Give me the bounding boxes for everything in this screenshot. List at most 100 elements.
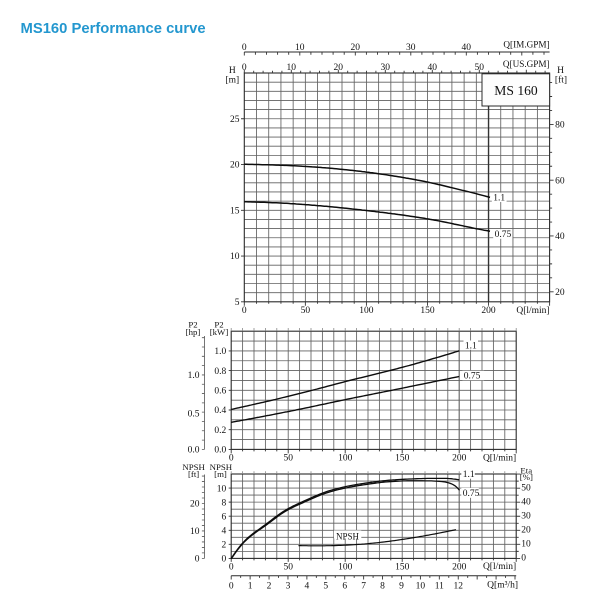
svg-text:[kW]: [kW] bbox=[210, 327, 229, 337]
svg-text:0.8: 0.8 bbox=[214, 367, 226, 377]
svg-text:11: 11 bbox=[435, 582, 444, 592]
svg-text:6: 6 bbox=[221, 512, 226, 522]
svg-text:H: H bbox=[557, 66, 564, 76]
svg-text:0.75: 0.75 bbox=[464, 372, 481, 382]
svg-text:Eta: Eta bbox=[520, 465, 532, 475]
svg-text:1.1: 1.1 bbox=[463, 470, 475, 480]
svg-text:0: 0 bbox=[221, 555, 226, 565]
svg-text:Q[l/min]: Q[l/min] bbox=[483, 562, 516, 572]
svg-text:8: 8 bbox=[380, 582, 385, 592]
svg-text:10: 10 bbox=[190, 527, 200, 537]
svg-text:100: 100 bbox=[359, 306, 374, 316]
svg-text:6: 6 bbox=[342, 582, 347, 592]
svg-text:0.0: 0.0 bbox=[188, 446, 200, 456]
svg-text:200: 200 bbox=[481, 306, 496, 316]
svg-text:0: 0 bbox=[242, 63, 247, 73]
svg-text:80: 80 bbox=[555, 121, 565, 131]
svg-text:5: 5 bbox=[235, 298, 240, 308]
svg-text:200: 200 bbox=[452, 563, 467, 573]
svg-text:0.75: 0.75 bbox=[463, 489, 480, 499]
svg-text:7: 7 bbox=[361, 582, 366, 592]
svg-text:[ft]: [ft] bbox=[188, 469, 199, 479]
svg-text:Q[IM.GPM]: Q[IM.GPM] bbox=[503, 40, 549, 50]
svg-text:4: 4 bbox=[221, 526, 226, 536]
svg-text:P2: P2 bbox=[214, 320, 223, 330]
svg-text:0: 0 bbox=[521, 554, 526, 564]
svg-text:40: 40 bbox=[521, 497, 531, 507]
svg-text:3: 3 bbox=[286, 582, 291, 592]
svg-text:30: 30 bbox=[521, 511, 531, 521]
svg-text:10: 10 bbox=[416, 582, 426, 592]
svg-text:0: 0 bbox=[229, 582, 234, 592]
svg-text:0.0: 0.0 bbox=[214, 446, 226, 456]
svg-text:0: 0 bbox=[229, 563, 234, 573]
svg-text:20: 20 bbox=[334, 63, 344, 73]
svg-text:20: 20 bbox=[555, 288, 565, 298]
svg-text:20: 20 bbox=[230, 161, 240, 171]
svg-text:50: 50 bbox=[283, 454, 293, 464]
svg-text:1: 1 bbox=[248, 582, 253, 592]
svg-text:10: 10 bbox=[230, 252, 240, 262]
svg-text:0.75: 0.75 bbox=[495, 230, 512, 240]
svg-text:5: 5 bbox=[323, 582, 328, 592]
svg-text:40: 40 bbox=[428, 63, 438, 73]
svg-text:150: 150 bbox=[420, 306, 435, 316]
svg-text:[m]: [m] bbox=[225, 76, 239, 86]
svg-text:150: 150 bbox=[395, 563, 410, 573]
svg-text:[ft]: [ft] bbox=[555, 75, 567, 86]
svg-text:200: 200 bbox=[452, 454, 467, 464]
svg-text:Q[m³/h]: Q[m³/h] bbox=[487, 581, 518, 591]
svg-text:P2: P2 bbox=[188, 320, 197, 330]
svg-text:Q[US.GPM]: Q[US.GPM] bbox=[503, 59, 550, 69]
svg-text:8: 8 bbox=[221, 498, 226, 508]
svg-text:2: 2 bbox=[267, 582, 272, 592]
svg-text:50: 50 bbox=[521, 483, 531, 493]
svg-text:1.0: 1.0 bbox=[214, 347, 226, 357]
svg-text:2: 2 bbox=[221, 541, 226, 551]
svg-text:0.4: 0.4 bbox=[214, 406, 226, 416]
svg-text:0: 0 bbox=[242, 43, 247, 53]
svg-text:50: 50 bbox=[283, 563, 293, 573]
svg-text:[%]: [%] bbox=[520, 472, 533, 482]
svg-text:0: 0 bbox=[229, 454, 234, 464]
svg-text:4: 4 bbox=[305, 582, 310, 592]
svg-text:0.6: 0.6 bbox=[214, 387, 226, 397]
svg-text:150: 150 bbox=[395, 454, 410, 464]
svg-text:60: 60 bbox=[555, 176, 565, 186]
svg-text:H: H bbox=[229, 66, 236, 76]
svg-text:1.0: 1.0 bbox=[188, 371, 200, 381]
svg-text:1.1: 1.1 bbox=[493, 193, 505, 203]
svg-text:[hp]: [hp] bbox=[186, 327, 201, 337]
svg-text:0: 0 bbox=[242, 306, 247, 316]
svg-text:12: 12 bbox=[453, 582, 463, 592]
svg-text:9: 9 bbox=[399, 582, 404, 592]
svg-text:1.1: 1.1 bbox=[465, 341, 477, 351]
svg-text:40: 40 bbox=[555, 232, 565, 242]
svg-text:MS 160: MS 160 bbox=[494, 83, 538, 98]
svg-text:50: 50 bbox=[301, 306, 311, 316]
svg-text:0.5: 0.5 bbox=[188, 410, 200, 420]
svg-text:10: 10 bbox=[521, 540, 531, 550]
svg-text:MS160 Performance curve: MS160 Performance curve bbox=[21, 21, 206, 37]
svg-text:50: 50 bbox=[475, 63, 485, 73]
svg-text:100: 100 bbox=[338, 454, 353, 464]
svg-text:Q[l/min]: Q[l/min] bbox=[516, 306, 549, 316]
svg-text:15: 15 bbox=[230, 206, 240, 216]
svg-text:0: 0 bbox=[195, 555, 200, 565]
svg-text:[m]: [m] bbox=[214, 469, 227, 479]
svg-text:100: 100 bbox=[338, 563, 353, 573]
svg-text:25: 25 bbox=[230, 115, 240, 125]
svg-text:20: 20 bbox=[351, 43, 361, 53]
svg-text:0.2: 0.2 bbox=[214, 426, 226, 436]
svg-text:10: 10 bbox=[217, 484, 227, 494]
svg-text:30: 30 bbox=[381, 63, 391, 73]
svg-text:10: 10 bbox=[295, 43, 305, 53]
svg-text:40: 40 bbox=[462, 43, 472, 53]
svg-text:30: 30 bbox=[406, 43, 416, 53]
svg-text:NPSH: NPSH bbox=[336, 532, 360, 542]
svg-text:20: 20 bbox=[190, 500, 200, 510]
svg-text:20: 20 bbox=[521, 526, 531, 536]
svg-text:Q[l/min]: Q[l/min] bbox=[483, 454, 516, 464]
svg-text:10: 10 bbox=[287, 63, 297, 73]
svg-text:NPSH: NPSH bbox=[210, 462, 233, 472]
